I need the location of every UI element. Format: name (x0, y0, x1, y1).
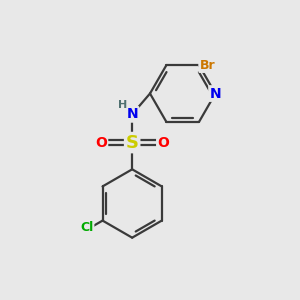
Text: N: N (126, 107, 138, 121)
Text: N: N (210, 86, 221, 100)
Text: H: H (118, 100, 127, 110)
Text: S: S (126, 134, 139, 152)
Text: Br: Br (200, 59, 215, 72)
Text: O: O (95, 136, 107, 150)
Text: O: O (158, 136, 169, 150)
Text: Cl: Cl (80, 221, 93, 234)
